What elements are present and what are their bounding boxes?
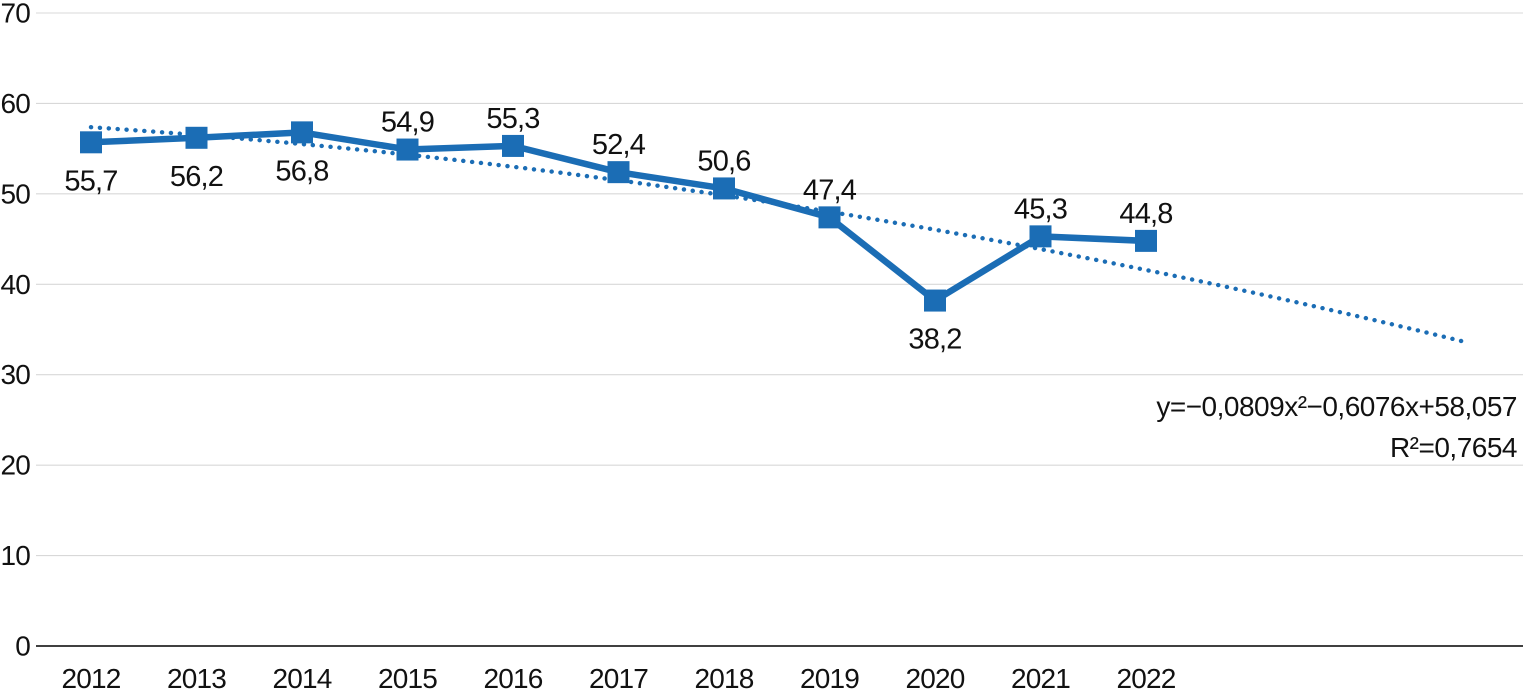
data-point-label: 55,3 (486, 103, 539, 135)
data-point-label: 50,6 (697, 145, 750, 177)
data-point-label: 38,2 (908, 324, 961, 356)
data-point-marker (924, 289, 946, 312)
data-point-label: 56,2 (170, 161, 223, 193)
trendline-equation: y=−0,0809x²−0,6076x+58,057 (1156, 391, 1517, 422)
data-point-marker (396, 138, 419, 161)
x-axis-tick-label: 2022 (1116, 663, 1175, 694)
y-axis-tick-label: 50 (0, 178, 30, 209)
y-axis-tick-label: 70 (0, 0, 30, 29)
x-axis-tick-label: 2016 (483, 663, 542, 694)
x-axis-tick-label: 2013 (167, 663, 226, 694)
y-axis-tick-label: 20 (0, 450, 30, 481)
trendline-equation-block: y=−0,0809x²−0,6076x+58,057 R²=0,7654 (1156, 386, 1517, 468)
data-point-marker (1029, 225, 1052, 248)
y-axis-tick-label: 30 (0, 359, 30, 390)
data-point-label: 54,9 (381, 107, 434, 139)
x-axis-tick-label: 2019 (800, 663, 859, 694)
y-axis-tick-label: 60 (0, 88, 30, 119)
x-axis-tick-label: 2014 (272, 663, 331, 694)
y-axis-tick-label: 40 (0, 269, 30, 300)
data-point-marker (291, 121, 313, 144)
data-point-label: 55,7 (64, 165, 117, 197)
data-point-label: 52,4 (592, 129, 646, 161)
x-axis-tick-label: 2015 (378, 663, 437, 694)
data-point-marker (185, 126, 208, 149)
x-axis-tick-label: 2021 (1011, 663, 1070, 694)
y-axis-tick-label: 10 (0, 540, 30, 571)
data-point-marker (713, 177, 735, 200)
data-point-label: 44,8 (1119, 198, 1172, 230)
x-axis-tick-label: 2017 (589, 663, 648, 694)
x-axis-tick-label: 2020 (905, 663, 964, 694)
trendline-path (88, 125, 1465, 344)
data-point-marker (80, 131, 102, 154)
data-point-marker (607, 161, 630, 184)
y-axis-tick-label: 0 (15, 631, 30, 662)
data-point-marker (818, 206, 841, 229)
x-axis-tick-label: 2018 (694, 663, 753, 694)
data-point-label: 45,3 (1014, 193, 1067, 225)
data-point-marker (1135, 229, 1157, 252)
data-point-marker (502, 134, 524, 157)
data-point-label: 56,8 (275, 155, 328, 187)
data-point-label: 47,4 (803, 174, 857, 206)
x-axis-tick-label: 2012 (61, 663, 120, 694)
trendline-r-squared: R²=0,7654 (1389, 432, 1518, 463)
